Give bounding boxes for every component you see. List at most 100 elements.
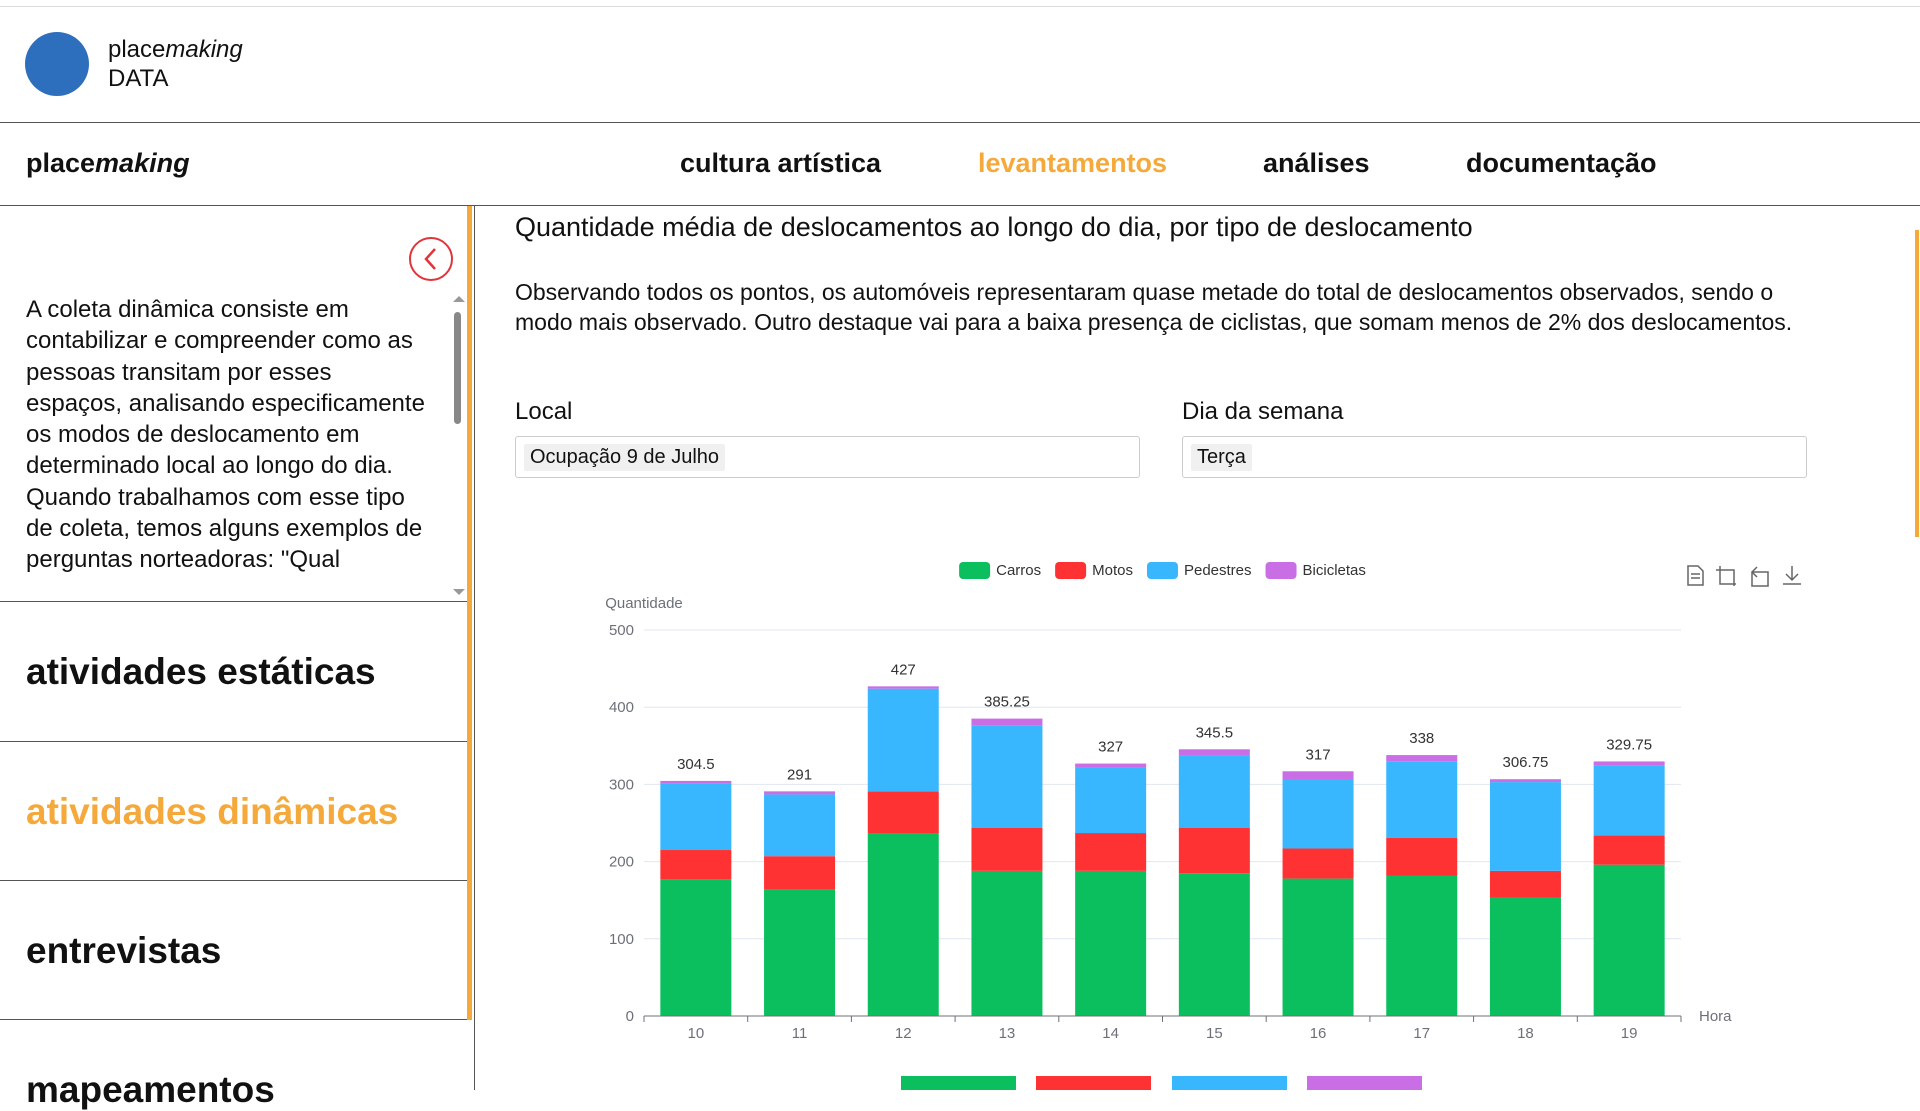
bar-segment: [1282, 878, 1354, 1016]
legend[interactable]: Carros Motos Pedestres Bicicletas: [959, 562, 1366, 579]
bar-segment: [867, 686, 939, 689]
sidebar-item[interactable]: atividades estáticas: [26, 651, 376, 692]
bar-segment: [1282, 778, 1354, 849]
y-tick-label: 0: [626, 1008, 634, 1025]
bar-segment: [1178, 749, 1250, 756]
bar-segment: [764, 794, 836, 857]
logo: [25, 32, 89, 96]
sidebar-item[interactable]: atividades dinâmicas: [26, 791, 399, 832]
bar-segment: [867, 791, 939, 834]
x-tick-label: 17: [1413, 1025, 1430, 1042]
x-tick-label: 18: [1517, 1025, 1534, 1042]
bar-segment: [971, 827, 1043, 871]
bar-segment: [1075, 833, 1147, 871]
total-label: 291: [787, 766, 812, 783]
bar-segment: [764, 856, 836, 890]
bar-segment: [1386, 755, 1458, 762]
nav-item[interactable]: documentação: [1466, 148, 1657, 178]
x-axis-title: Hora: [1699, 1008, 1732, 1025]
total-label: 329.75: [1606, 736, 1652, 753]
sidebar-accent: [467, 206, 472, 1020]
legend-swatch: [959, 562, 991, 579]
bar-segment: [1075, 767, 1147, 834]
bottom-buttons[interactable]: [901, 1076, 1422, 1090]
bar-segment: [1075, 763, 1147, 768]
bar-segment: [1593, 761, 1665, 766]
nav-brand-text: making: [95, 148, 190, 178]
sidebar-rule: [474, 206, 475, 1090]
y-tick-label: 300: [609, 776, 634, 793]
x-tick-label: 19: [1621, 1025, 1638, 1042]
bar-segment: [1386, 837, 1458, 876]
legend-swatch: [1146, 562, 1178, 579]
divider: [0, 741, 470, 742]
bar-segment: [971, 725, 1043, 828]
nav-brand[interactable]: placemaking: [26, 148, 190, 179]
nav-item[interactable]: cultura artística: [680, 148, 882, 178]
legend-label: Motos: [1092, 562, 1133, 579]
bar-segment: [1489, 782, 1561, 871]
legend-label: Bicicletas: [1303, 562, 1366, 579]
total-label: 306.75: [1503, 754, 1549, 771]
bar-segment: [1282, 771, 1354, 779]
x-tick-label: 15: [1206, 1025, 1223, 1042]
legend-label: Pedestres: [1184, 562, 1252, 579]
select-value: Ocupação 9 de Julho: [524, 444, 726, 471]
description: Observando todos os pontos, os automóvei…: [515, 279, 1793, 335]
brand[interactable]: placemaking DATA: [108, 35, 243, 93]
total-label: 317: [1306, 746, 1331, 763]
bar-segment: [1489, 897, 1561, 1016]
x-tick-label: 14: [1102, 1025, 1119, 1042]
legend-swatch: [1265, 562, 1297, 579]
brand-text: making: [165, 36, 243, 63]
close-button[interactable]: [408, 236, 454, 282]
select[interactable]: Terça: [1182, 436, 1807, 478]
sidebar-item[interactable]: entrevistas: [26, 930, 222, 971]
scrollbar[interactable]: [451, 296, 465, 601]
bar-segment: [660, 850, 732, 880]
select[interactable]: Ocupação 9 de Julho: [515, 436, 1140, 478]
bar-segment: [1593, 835, 1665, 865]
bar-segment: [1386, 761, 1458, 838]
y-tick-label: 400: [609, 699, 634, 716]
filter-label: Dia da semana: [1182, 398, 1344, 425]
divider: [0, 880, 470, 881]
brand-subtitle: DATA: [108, 65, 169, 92]
nav-item[interactable]: levantamentos: [978, 148, 1168, 178]
total-label: 345.5: [1196, 724, 1234, 741]
brand-text: place: [108, 36, 166, 63]
nav-item[interactable]: análises: [1263, 148, 1370, 178]
bar-segment: [1593, 765, 1665, 836]
bar-segment: [971, 870, 1043, 1016]
top-rule: [0, 6, 1920, 7]
total-label: 338: [1409, 730, 1434, 747]
toolbox[interactable]: [1687, 565, 1801, 587]
nav-brand-text: place: [26, 148, 96, 178]
bar-segment: [867, 833, 939, 1016]
bar-segment: [660, 783, 732, 851]
select-value: Terça: [1191, 444, 1252, 471]
divider: [0, 1019, 470, 1020]
x-tick-label: 13: [999, 1025, 1016, 1042]
bar-segment: [1489, 779, 1561, 783]
bar-segment: [1593, 864, 1665, 1016]
y-tick-label: 500: [609, 622, 634, 639]
bar-segment: [1282, 848, 1354, 879]
y-tick-label: 100: [609, 931, 634, 948]
total-label: 427: [891, 661, 916, 678]
x-tick-label: 16: [1310, 1025, 1327, 1042]
bar-segment: [1178, 827, 1250, 874]
y-axis-title: Quantidade: [605, 595, 683, 612]
page-scrollbar[interactable]: [1915, 230, 1919, 537]
bar-segment: [764, 889, 836, 1016]
bar-segment: [660, 780, 732, 784]
x-tick-label: 11: [792, 1025, 808, 1042]
total-label: 327: [1098, 739, 1123, 756]
y-tick-label: 200: [609, 854, 634, 871]
divider: [0, 601, 470, 602]
bar-segment: [1489, 870, 1561, 898]
bar-segment: [660, 879, 732, 1016]
